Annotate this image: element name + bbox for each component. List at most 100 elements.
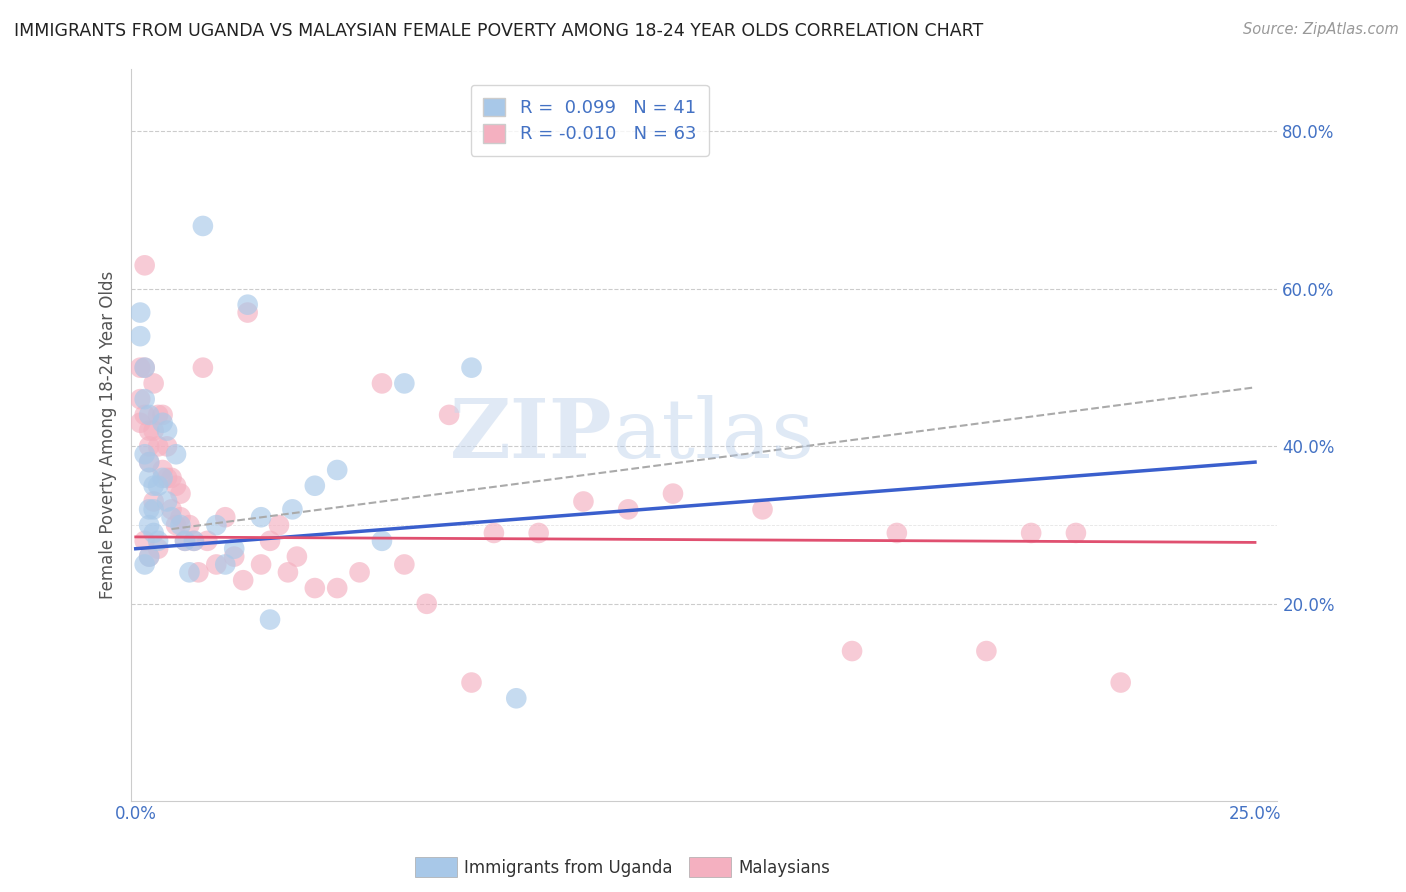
Point xyxy=(134,360,156,375)
Point xyxy=(349,566,371,580)
Text: IMMIGRANTS FROM UGANDA VS MALAYSIAN FEMALE POVERTY AMONG 18-24 YEAR OLDS CORRELA: IMMIGRANTS FROM UGANDA VS MALAYSIAN FEMA… xyxy=(14,22,983,40)
Point xyxy=(617,502,640,516)
Point xyxy=(134,392,156,406)
Point xyxy=(134,408,156,422)
Point xyxy=(460,360,482,375)
Legend: R =  0.099   N = 41, R = -0.010   N = 63: R = 0.099 N = 41, R = -0.010 N = 63 xyxy=(471,85,709,156)
Point xyxy=(146,439,169,453)
Point xyxy=(183,533,205,548)
Point xyxy=(214,510,236,524)
Point xyxy=(214,558,236,572)
Point xyxy=(527,525,550,540)
Point xyxy=(129,305,152,319)
Point xyxy=(160,471,183,485)
Point xyxy=(146,479,169,493)
Point xyxy=(841,644,863,658)
Point xyxy=(152,471,174,485)
Point xyxy=(138,455,160,469)
Point xyxy=(138,471,160,485)
Point xyxy=(236,305,259,319)
Point xyxy=(165,479,187,493)
Point xyxy=(285,549,308,564)
Point xyxy=(250,510,273,524)
Point xyxy=(169,510,191,524)
Point xyxy=(179,566,201,580)
Point xyxy=(156,439,179,453)
Point xyxy=(205,518,228,533)
Point xyxy=(1019,525,1042,540)
Point xyxy=(250,558,273,572)
Point xyxy=(142,502,165,516)
Point xyxy=(138,439,160,453)
Point xyxy=(129,360,152,375)
Point xyxy=(165,518,187,533)
Point xyxy=(174,533,197,548)
Text: Malaysians: Malaysians xyxy=(738,859,830,877)
Point xyxy=(179,518,201,533)
Point xyxy=(482,525,505,540)
Text: atlas: atlas xyxy=(613,394,814,475)
Point xyxy=(236,298,259,312)
Point xyxy=(183,533,205,548)
Point xyxy=(138,502,160,516)
Point xyxy=(129,416,152,430)
Point xyxy=(129,329,152,343)
Y-axis label: Female Poverty Among 18-24 Year Olds: Female Poverty Among 18-24 Year Olds xyxy=(100,270,117,599)
Point xyxy=(976,644,998,658)
Point xyxy=(371,376,394,391)
Point xyxy=(224,541,246,556)
Point xyxy=(416,597,439,611)
Point xyxy=(129,392,152,406)
Point xyxy=(326,581,349,595)
Point xyxy=(142,479,165,493)
Point xyxy=(134,447,156,461)
Point xyxy=(165,447,187,461)
Point xyxy=(394,376,416,391)
Point xyxy=(191,219,214,233)
Point xyxy=(152,463,174,477)
Point xyxy=(134,558,156,572)
Point xyxy=(224,549,246,564)
Point xyxy=(134,533,156,548)
Point xyxy=(146,533,169,548)
Point xyxy=(281,502,304,516)
Point xyxy=(142,376,165,391)
Point xyxy=(191,360,214,375)
Text: ZIP: ZIP xyxy=(450,394,613,475)
Point xyxy=(886,525,908,540)
Point xyxy=(371,533,394,548)
Point xyxy=(304,581,326,595)
Point xyxy=(460,675,482,690)
Point xyxy=(505,691,527,706)
Point xyxy=(1064,525,1087,540)
Point xyxy=(326,463,349,477)
Point xyxy=(394,558,416,572)
Point xyxy=(142,494,165,508)
Point xyxy=(138,549,160,564)
Point xyxy=(259,613,281,627)
Point xyxy=(169,486,191,500)
Point xyxy=(232,573,254,587)
Point xyxy=(205,558,228,572)
Point xyxy=(156,424,179,438)
Point xyxy=(751,502,773,516)
Point xyxy=(187,566,209,580)
Point xyxy=(160,510,183,524)
Point xyxy=(1109,675,1132,690)
Point xyxy=(259,533,281,548)
Point xyxy=(134,360,156,375)
Point xyxy=(169,518,191,533)
Point xyxy=(152,408,174,422)
Point xyxy=(138,455,160,469)
Point xyxy=(195,533,218,548)
Point xyxy=(138,518,160,533)
Point xyxy=(437,408,460,422)
Point xyxy=(138,424,160,438)
Point xyxy=(138,408,160,422)
Point xyxy=(138,549,160,564)
Point xyxy=(662,486,685,500)
Point xyxy=(174,533,197,548)
Point xyxy=(267,518,290,533)
Point xyxy=(156,471,179,485)
Point xyxy=(277,566,299,580)
